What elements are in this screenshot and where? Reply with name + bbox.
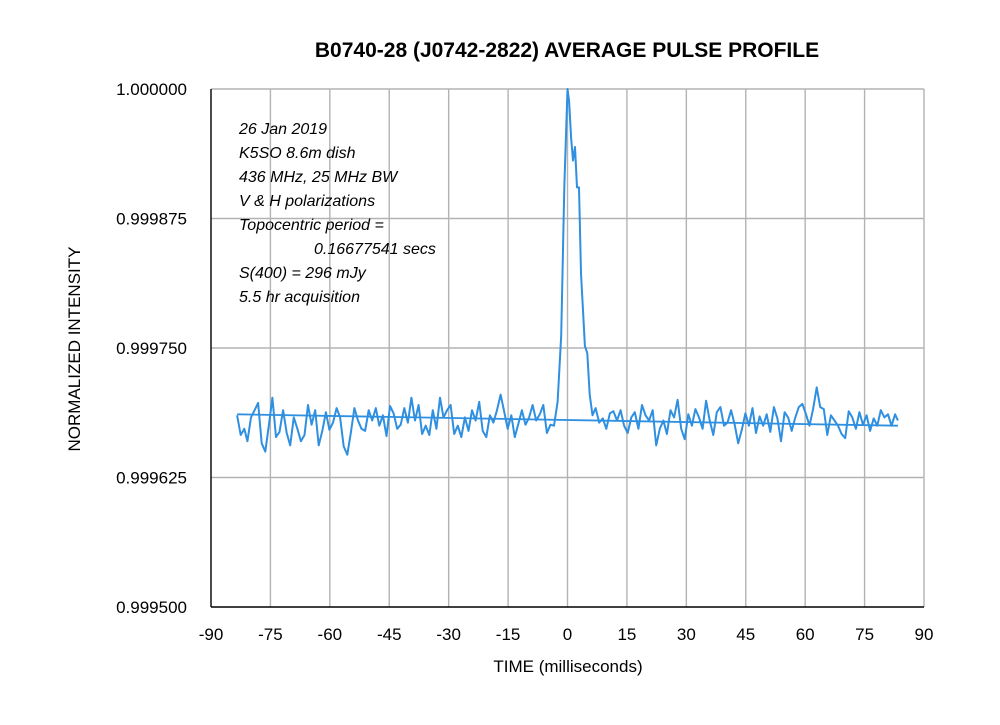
gridlines	[211, 88, 925, 607]
pulse-profile-line	[236, 88, 899, 456]
x-tick-label: -60	[318, 625, 343, 644]
y-tick-label: 0.999500	[116, 598, 187, 617]
y-tick-label: 1.000000	[116, 80, 187, 99]
annotation-line: 0.16677541 secs	[314, 241, 436, 258]
y-tick-label: 0.999750	[116, 339, 187, 358]
observation-notes: 26 Jan 2019 K5SO 8.6m dish 436 MHz, 25 MHz…	[238, 121, 436, 306]
x-tick-label: 75	[855, 625, 874, 644]
axes	[210, 89, 924, 608]
x-axis-label: TIME (milliseconds)	[493, 657, 642, 676]
y-tick-label: 0.999625	[116, 469, 187, 488]
y-axis-label: NORMALIZED INTENSITY	[65, 247, 84, 452]
x-tick-label: -45	[377, 625, 402, 644]
x-tick-label: 0	[563, 625, 572, 644]
annotation-line: 26 Jan 2019	[238, 121, 327, 138]
y-tick-labels: 1.000000 0.999875 0.999750 0.999625 0.999500	[116, 80, 187, 617]
annotation-line: S(400) = 296 mJy	[239, 265, 367, 282]
x-tick-label: 90	[915, 625, 934, 644]
annotation-line: Topocentric period =	[239, 217, 384, 234]
y-tick-label: 0.999875	[116, 210, 187, 229]
x-tick-label: -75	[258, 625, 283, 644]
x-tick-label: 45	[736, 625, 755, 644]
x-tick-label: 30	[677, 625, 696, 644]
annotation-line: 436 MHz, 25 MHz BW	[239, 169, 399, 186]
x-tick-label: -30	[436, 625, 461, 644]
x-tick-labels: -90 -75 -60 -45 -30 -15 0 15 30 45 60 75 90	[199, 625, 934, 644]
x-tick-label: 15	[617, 625, 636, 644]
series-layer	[236, 88, 899, 456]
x-tick-label: -15	[496, 625, 521, 644]
baseline-fit-line	[237, 413, 898, 427]
x-tick-label: 60	[796, 625, 815, 644]
x-tick-label: -90	[199, 625, 224, 644]
chart-title: B0740-28 (J0742-2822) AVERAGE PULSE PROF…	[315, 39, 819, 62]
annotation-line: 5.5 hr acquisition	[239, 289, 360, 306]
annotation-line: K5SO 8.6m dish	[239, 145, 356, 162]
annotation-line: V & H polarizations	[239, 193, 375, 210]
